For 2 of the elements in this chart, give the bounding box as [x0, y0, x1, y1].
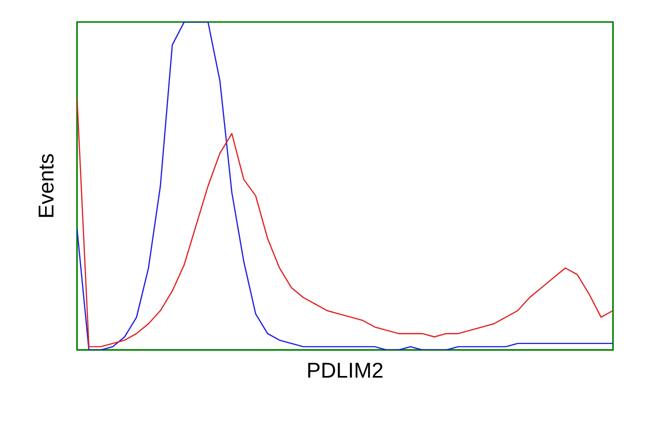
y-axis-title: Events [38, 154, 54, 217]
x-axis-title: PDLIM2 [308, 362, 382, 378]
